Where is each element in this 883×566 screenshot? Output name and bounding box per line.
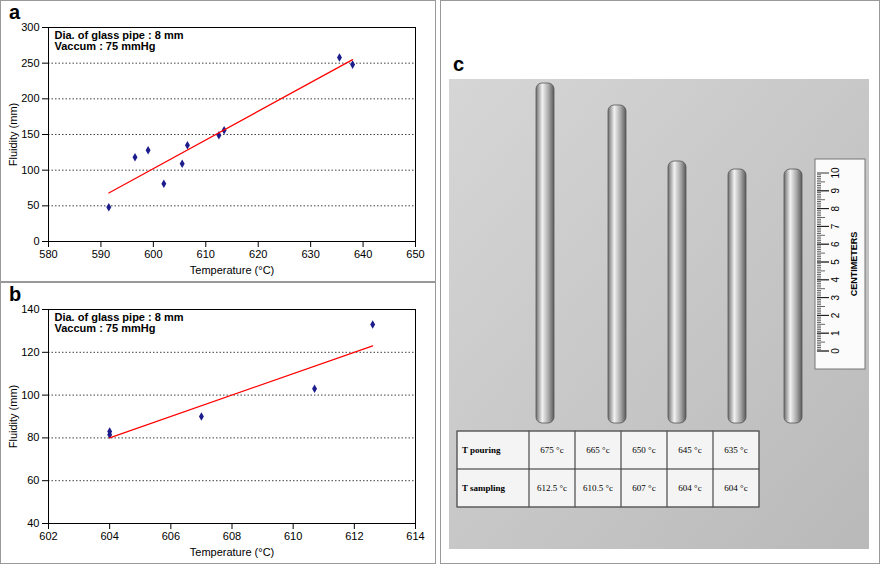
svg-text:5: 5 <box>830 259 841 265</box>
svg-text:140: 140 <box>21 303 39 315</box>
svg-text:606: 606 <box>162 530 180 542</box>
svg-text:602: 602 <box>39 530 57 542</box>
html-text:b: b <box>9 283 22 305</box>
svg-text:120: 120 <box>21 346 39 358</box>
svg-text:Fluidity (mm): Fluidity (mm) <box>7 103 19 167</box>
svg-text:100: 100 <box>21 164 39 176</box>
svg-text:T pouring: T pouring <box>462 445 501 455</box>
svg-text:50: 50 <box>27 199 39 211</box>
svg-text:612.5 °c: 612.5 °c <box>537 483 567 493</box>
html-text:a: a <box>9 1 21 23</box>
svg-text:2: 2 <box>830 312 841 318</box>
svg-text:300: 300 <box>21 21 39 33</box>
svg-text:610: 610 <box>197 248 215 260</box>
svg-text:150: 150 <box>21 128 39 140</box>
svg-text:Temperature (°C): Temperature (°C) <box>190 546 274 558</box>
html-text:c: c <box>453 53 465 75</box>
svg-text:80: 80 <box>27 431 39 443</box>
svg-text:Fluidity (mm): Fluidity (mm) <box>7 385 19 449</box>
svg-text:650 °c: 650 °c <box>632 445 655 455</box>
svg-text:645 °c: 645 °c <box>678 445 701 455</box>
svg-text:T sampling: T sampling <box>462 483 506 493</box>
svg-text:600: 600 <box>144 248 162 260</box>
svg-text:9: 9 <box>830 188 841 194</box>
svg-text:100: 100 <box>21 389 39 401</box>
svg-text:Dia. of glass pipe : 8 mmVaccu: Dia. of glass pipe : 8 mmVaccum : 75 mmH… <box>55 311 184 334</box>
svg-text:200: 200 <box>21 92 39 104</box>
svg-text:0: 0 <box>33 235 39 247</box>
svg-text:650: 650 <box>406 248 424 260</box>
svg-text:620: 620 <box>249 248 267 260</box>
svg-text:Temperature (°C): Temperature (°C) <box>190 264 274 276</box>
svg-text:604 °c: 604 °c <box>724 483 747 493</box>
svg-text:610.5 °c: 610.5 °c <box>583 483 613 493</box>
svg-text:635 °c: 635 °c <box>724 445 747 455</box>
svg-text:4: 4 <box>830 277 841 283</box>
svg-text:614: 614 <box>406 530 424 542</box>
svg-text:607 °c: 607 °c <box>632 483 655 493</box>
svg-text:612: 612 <box>345 530 363 542</box>
svg-text:0: 0 <box>830 348 841 354</box>
svg-text:7: 7 <box>830 223 841 229</box>
svg-text:604: 604 <box>100 530 118 542</box>
svg-text:CENTIMETERS: CENTIMETERS <box>849 232 859 297</box>
svg-text:665 °c: 665 °c <box>586 445 609 455</box>
svg-text:610: 610 <box>284 530 302 542</box>
svg-text:Dia. of glass pipe : 8 mmVaccu: Dia. of glass pipe : 8 mmVaccum : 75 mmH… <box>55 29 184 52</box>
svg-text:1: 1 <box>830 330 841 336</box>
svg-text:10: 10 <box>830 167 841 179</box>
svg-text:8: 8 <box>830 205 841 211</box>
svg-text:250: 250 <box>21 57 39 69</box>
svg-text:6: 6 <box>830 241 841 247</box>
svg-text:630: 630 <box>301 248 319 260</box>
svg-text:580: 580 <box>39 248 57 260</box>
svg-text:675 °c: 675 °c <box>540 445 563 455</box>
svg-text:604 °c: 604 °c <box>678 483 701 493</box>
svg-text:60: 60 <box>27 474 39 486</box>
svg-text:3: 3 <box>830 294 841 300</box>
svg-text:640: 640 <box>354 248 372 260</box>
svg-text:40: 40 <box>27 517 39 529</box>
svg-text:590: 590 <box>92 248 110 260</box>
svg-text:608: 608 <box>223 530 241 542</box>
